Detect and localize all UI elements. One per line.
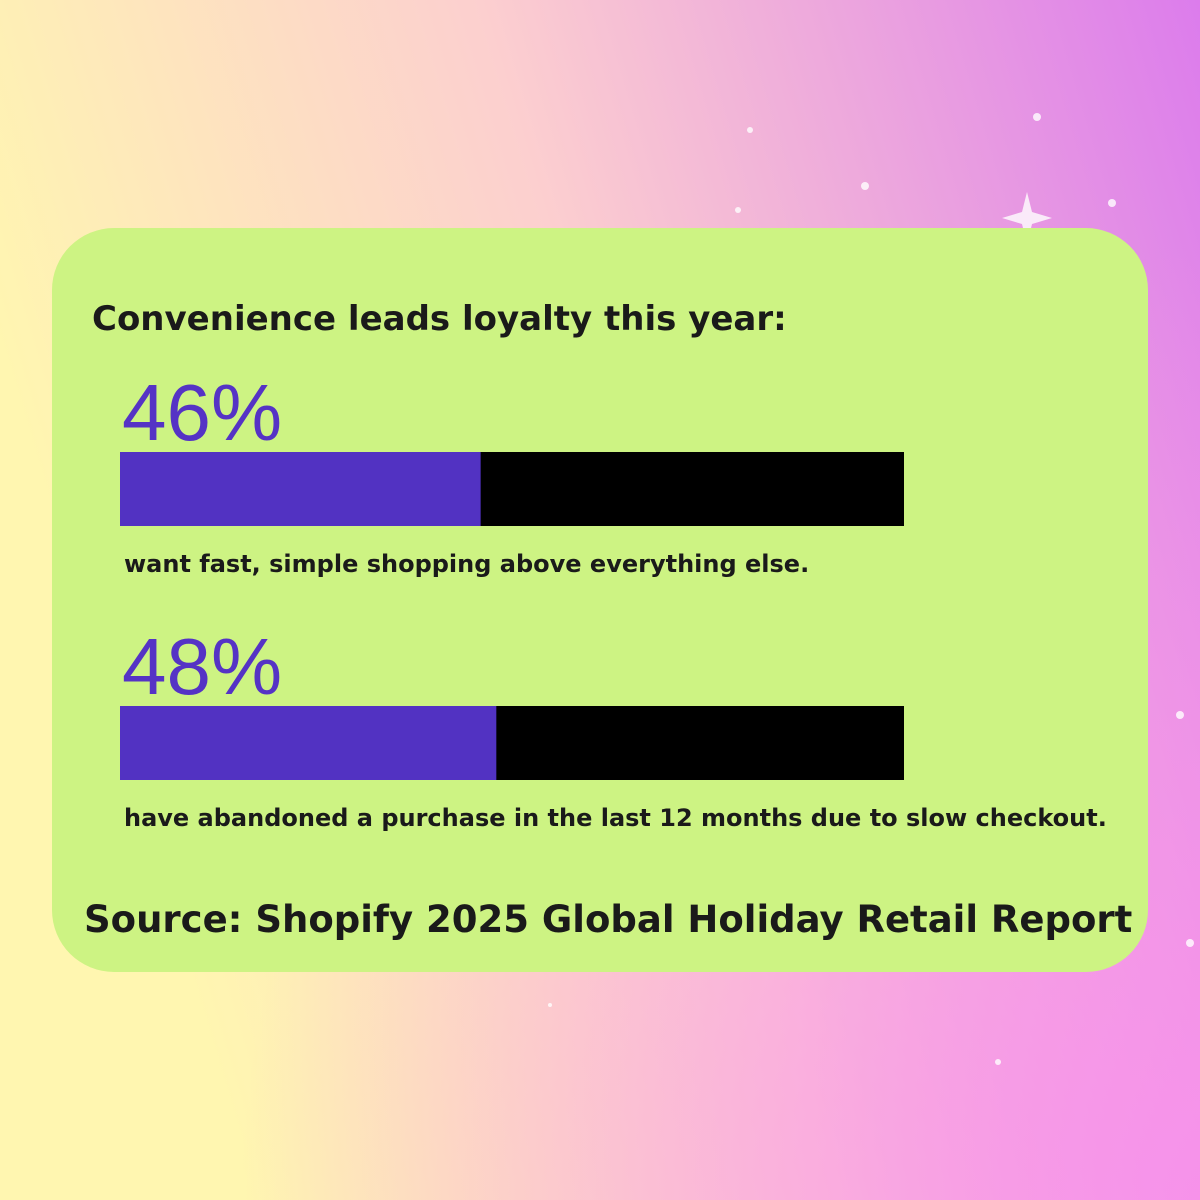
bar [120, 452, 481, 526]
sparkles [548, 113, 1194, 1065]
value-label: 48% [122, 622, 282, 711]
description: want fast, simple shopping above everyth… [124, 550, 809, 578]
bar [120, 706, 497, 780]
card [52, 228, 1148, 972]
title: Convenience leads loyalty this year: [92, 299, 787, 339]
value-label: 46% [122, 368, 282, 457]
source: Source: Shopify 2025 Global Holiday Reta… [84, 898, 1132, 941]
description: have abandoned a purchase in the last 12… [124, 804, 1107, 832]
